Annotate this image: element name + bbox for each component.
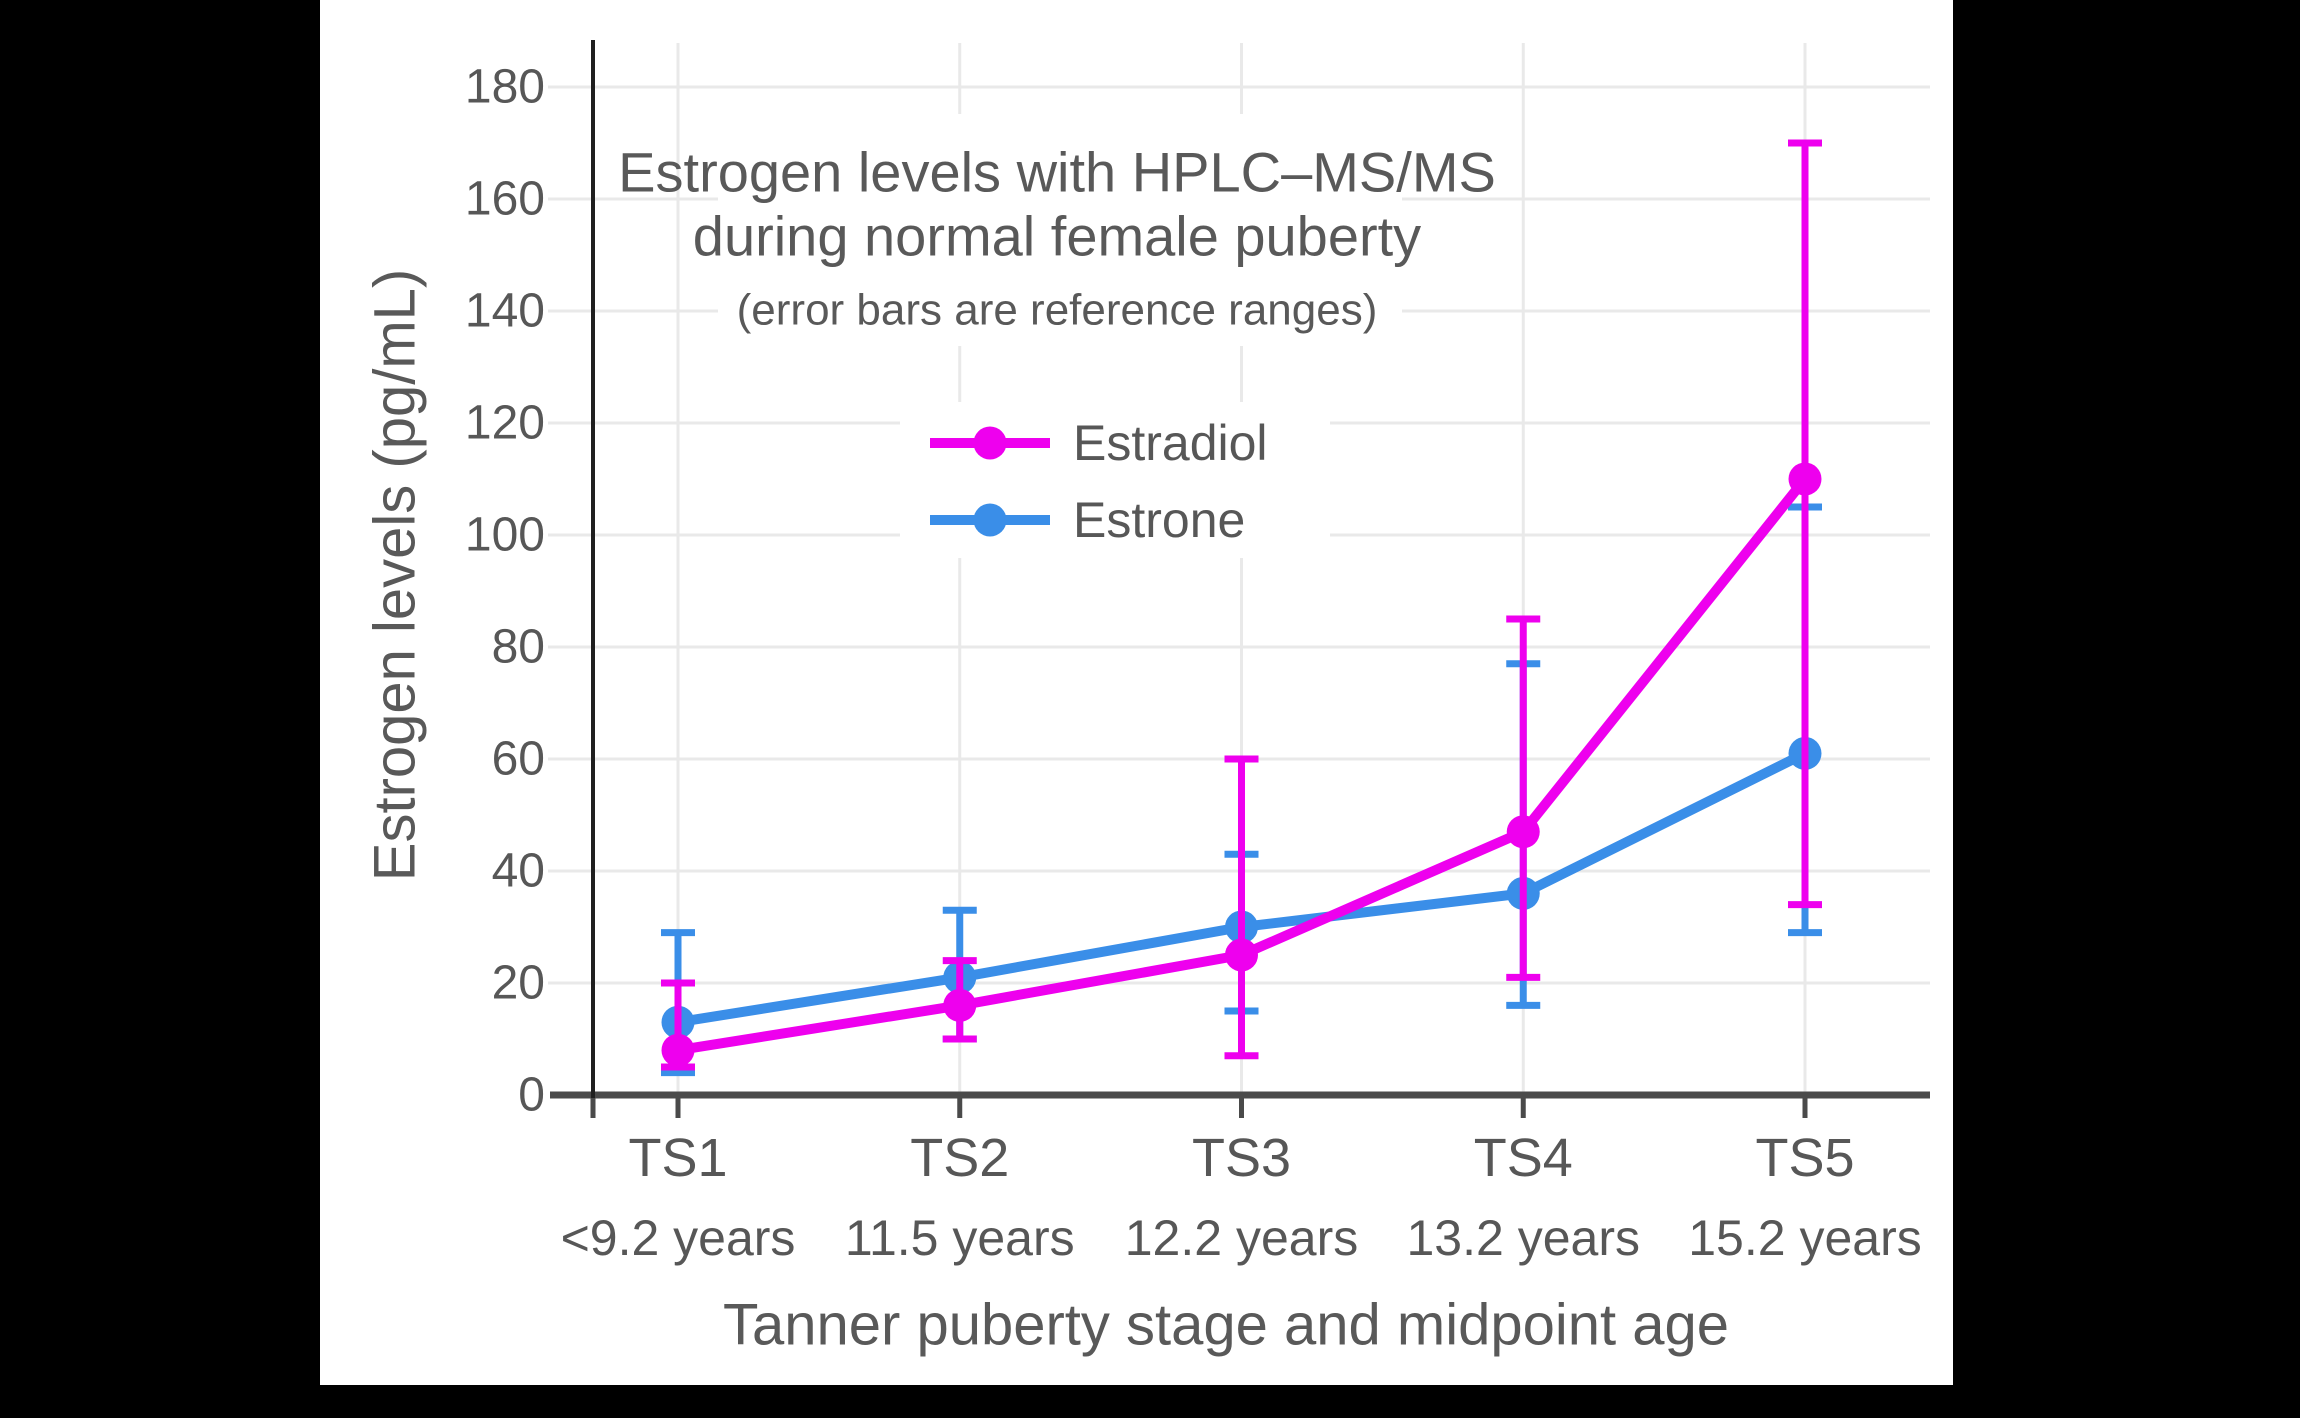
category-label-TS1: TS1 — [628, 1128, 727, 1188]
title-backdrop — [718, 114, 1402, 346]
category-label-TS4: TS4 — [1474, 1128, 1573, 1188]
category-label-TS2: TS2 — [910, 1128, 1009, 1188]
y-tick-label-80: 80 — [492, 621, 545, 674]
y-tick-label-100: 100 — [465, 509, 545, 562]
legend-label-estradiol: Estradiol — [1073, 415, 1268, 471]
category-age-label-TS2: 11.5 years — [845, 1210, 1075, 1266]
y-tick-label-0: 0 — [518, 1069, 545, 1122]
legend-marker-estrone — [973, 503, 1007, 537]
y-tick-label-160: 160 — [465, 173, 545, 226]
y-axis-title: Estrogen levels (pg/mL) — [363, 269, 428, 881]
y-tick-label-120: 120 — [465, 397, 545, 450]
chart-title-line2: during normal female puberty — [693, 205, 1421, 268]
category-age-label-TS4: 13.2 years — [1407, 1210, 1640, 1266]
category-age-label-TS1: <9.2 years — [561, 1210, 796, 1266]
marker-estradiol-TS4 — [1506, 815, 1540, 849]
marker-estradiol-TS2 — [943, 988, 977, 1022]
series-layer — [661, 139, 1822, 1077]
estrogen-levels-chart: 0 20 40 60 80 100 120 140 160 180 TS1 <9.2 years TS2… — [363, 40, 1930, 1358]
axis-layer — [550, 40, 1930, 1118]
chart-title-line1: Estrogen levels with HPLC–MS/MS — [618, 141, 1496, 204]
x-axis-title: Tanner puberty stage and midpoint age — [723, 1293, 1729, 1358]
y-tick-label-20: 20 — [492, 957, 545, 1010]
marker-estradiol-TS3 — [1225, 938, 1258, 972]
legend-marker-estradiol — [973, 426, 1007, 460]
legend: Estradiol Estrone — [930, 415, 1268, 548]
legend-backdrop — [900, 402, 1330, 558]
legend-label-estrone: Estrone — [1073, 492, 1245, 548]
marker-estradiol-TS5 — [1788, 462, 1822, 496]
category-age-label-TS3: 12.2 years — [1125, 1210, 1358, 1266]
legend-item-estrone: Estrone — [930, 492, 1245, 548]
legend-item-estradiol: Estradiol — [930, 415, 1268, 471]
chart-panel: 0 20 40 60 80 100 120 140 160 180 TS1 <9.2 years TS2… — [320, 0, 1953, 1385]
category-label-TS3: TS3 — [1192, 1128, 1291, 1188]
y-tick-label-140: 140 — [465, 285, 545, 338]
marker-estradiol-TS1 — [661, 1033, 695, 1067]
chart-subtitle: (error bars are reference ranges) — [737, 286, 1378, 335]
category-label-TS5: TS5 — [1755, 1128, 1854, 1188]
y-tick-label-180: 180 — [465, 61, 545, 114]
y-tick-label-60: 60 — [492, 733, 545, 786]
tick-label-layer: 0 20 40 60 80 100 120 140 160 180 TS1 <9.2 years TS2… — [465, 61, 1922, 1267]
y-tick-label-40: 40 — [492, 845, 545, 898]
category-age-label-TS5: 15.2 years — [1688, 1210, 1921, 1266]
